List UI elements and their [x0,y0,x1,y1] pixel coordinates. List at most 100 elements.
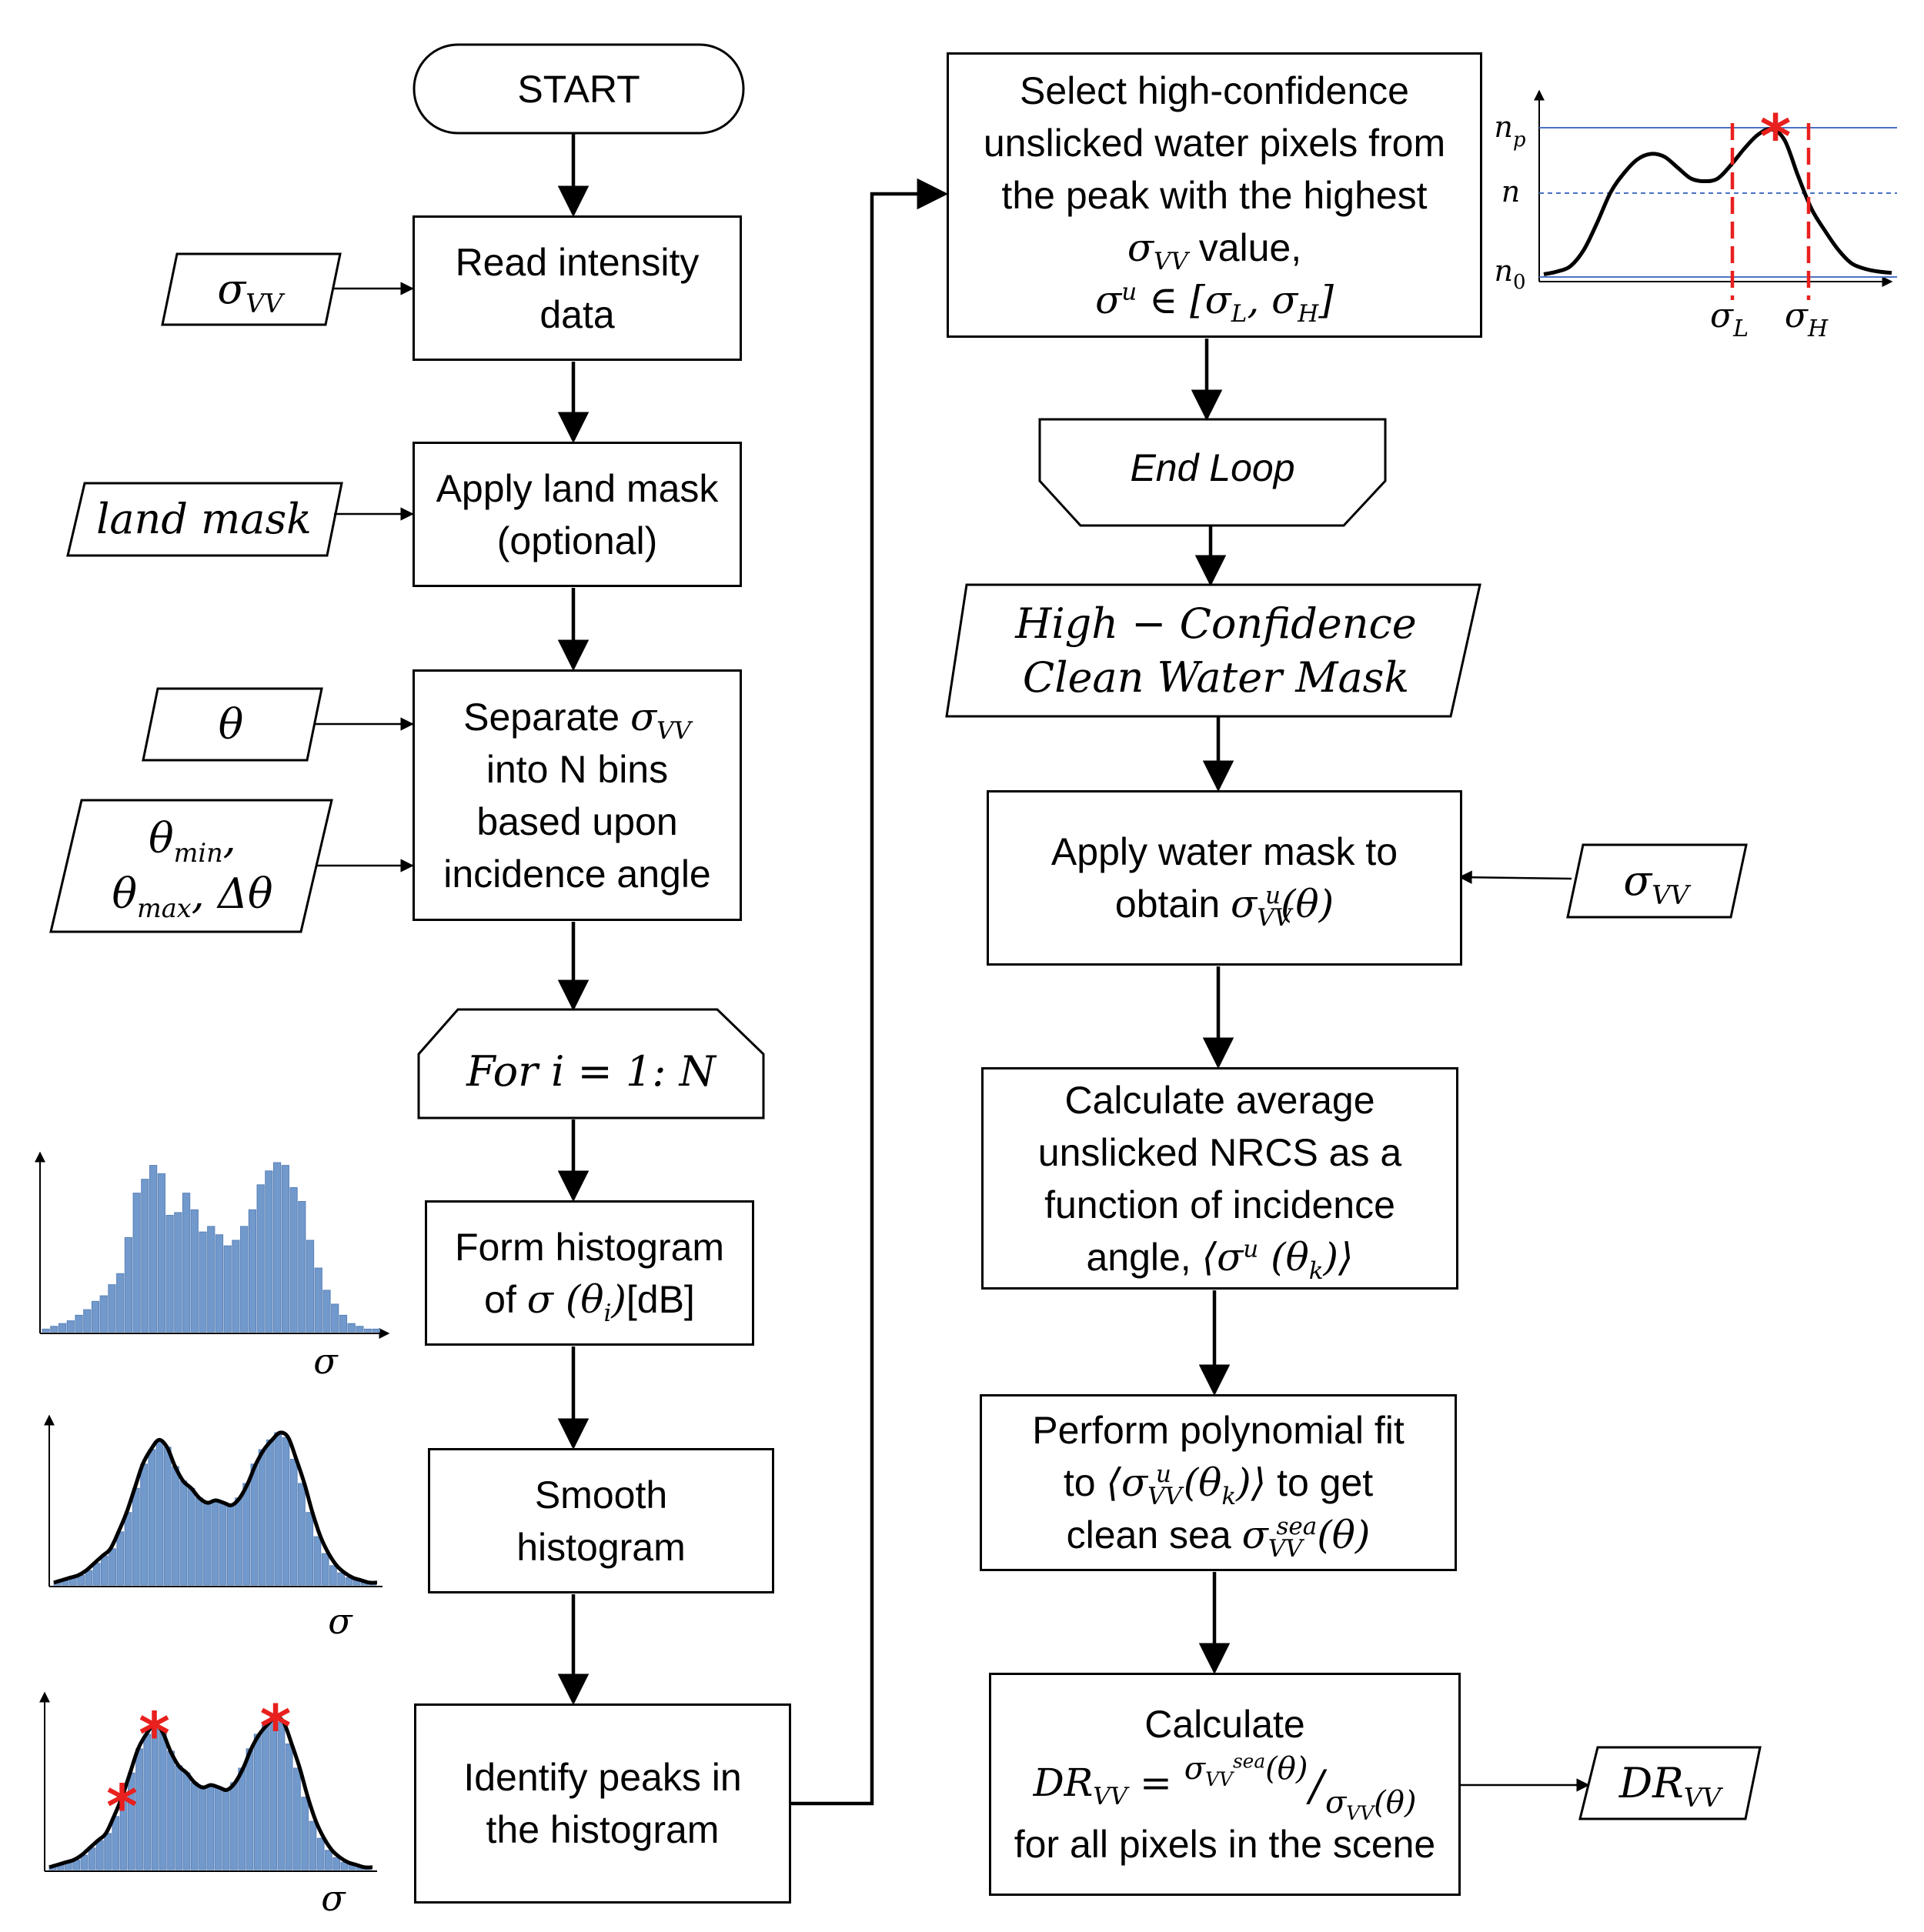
hist2-bar [148,1449,156,1586]
separate-line-1: Separate σVV [463,694,691,745]
hist1-bar [50,1326,58,1333]
hist1-bar [347,1323,356,1333]
hist1-bar [83,1309,92,1333]
separate-line-4: incidence angle [443,852,711,896]
thr-ytick-np: np [1494,110,1525,152]
hist2-bar [329,1565,337,1586]
calculate-average-box: Calculate average unslicked NRCS as a fu… [981,1067,1458,1290]
hist3-peak-marker: * [260,1693,292,1763]
hist2-bar [226,1504,235,1586]
hc-mask-line-1: High − Confidence [1015,599,1417,648]
hist2-bar [274,1432,282,1586]
hist2-bar [242,1483,251,1586]
form-hist-line-1: Form histogram [454,1225,725,1269]
hist1-bar [75,1314,83,1333]
theta-range-input-shape [49,799,333,933]
hist1-bar [141,1179,149,1333]
hist1-bar [42,1328,50,1333]
hist3-bar [301,1797,309,1870]
hist2-bar [306,1512,314,1586]
hist1-bar [331,1303,339,1333]
hist1-bar [149,1165,158,1333]
hist3-bar [309,1820,317,1870]
hist2-bar [219,1502,227,1586]
hist3-bar [293,1767,301,1870]
hist1-bar [165,1215,174,1333]
thr-ytick-n: n [1501,175,1520,209]
hist1-bar [132,1193,141,1333]
land-mask-input-shape [66,482,343,557]
identify-peaks-box: Identify peaks in the histogram [414,1703,791,1904]
end-loop-label: End Loop [1130,445,1295,489]
hist1-bar [272,1162,282,1333]
hist2-bar [124,1512,132,1586]
calc-dr-line-2: for all pixels in the scene [1014,1823,1436,1866]
hist2-bar [140,1463,148,1586]
hist1-bar [232,1240,240,1333]
poly-line-2: to ⟨σVVu (θk)⟩ to get [1063,1460,1374,1510]
threshold-chart: * np n n0 σL σH [1494,89,1897,342]
hist1-bar [58,1323,67,1333]
hist2-bar [179,1480,188,1586]
select-line-5: σu ∈ [σL, σH] [1095,277,1334,328]
histogram-chart: σ [35,1151,390,1382]
smooth-line-2: histogram [516,1525,686,1569]
hist1-bar [256,1184,265,1333]
hist1-bar [108,1284,116,1333]
smooth-line-1: Smooth [534,1473,668,1517]
hist2-bar [266,1439,274,1586]
hist2-smooth-curve [53,1430,378,1585]
hist3-smooth-curve [48,1715,373,1870]
hist3-bar [246,1748,254,1870]
hc-mask-line-2: Clean Water Mask [1022,652,1410,702]
hist1-bar [322,1290,331,1333]
peaks-histogram-chart: ** * σ [39,1691,377,1919]
hist1-bar [306,1240,315,1333]
hist2-x-label: σ [328,1600,353,1642]
select-line-2: unslicked water pixels from [983,121,1446,165]
hist1-bar [157,1173,165,1333]
hist2-bar [282,1436,290,1586]
hist3-bar [95,1840,104,1870]
hist2-bar [313,1536,322,1586]
end-loop-shape [1038,418,1387,527]
hist2-bar [163,1446,172,1586]
poly-line-3: clean sea σVVsea(θ) [1066,1513,1371,1563]
thr-xtick-sigma-l: σL [1710,296,1749,342]
theta-input-shape [142,687,323,762]
thr-peak-star: * [1760,103,1792,172]
hist3-bar [285,1743,293,1870]
hist3-peak-marker: * [106,1774,138,1843]
hist2-bar [235,1497,242,1586]
hist3-bar [230,1782,238,1870]
for-loop-label: For i = 1: N [466,1046,716,1096]
theta-input: θ [218,699,244,749]
hist1-bar [124,1236,133,1333]
arrow-sigmaright-apply [1458,870,1572,884]
apply-water-line-2: obtain σVVu(θ) [1114,882,1334,932]
select-line-4: σVV value, [1127,225,1302,275]
smooth-histogram-box: Smooth histogram [428,1448,774,1593]
hist1-bar [182,1193,191,1333]
dr-output-shape [1578,1746,1762,1820]
hist1-bar [174,1212,182,1333]
hist1-bar [91,1300,100,1333]
hist3-bar [316,1837,325,1870]
polynomial-fit-box: Perform polynomial fit to ⟨σVVu (θk)⟩ to… [980,1394,1457,1571]
apply-water-mask-box: Apply water mask to obtain σVVu(θ) [987,790,1462,966]
theta-range-input: θmin, θmax, Δθ [112,813,273,923]
hist3-bar [206,1784,215,1870]
select-line-1: Select high-confidence [1020,68,1409,112]
separate-line-2: into N bins [486,747,669,791]
separate-bins-box: Separate σVV into N bins based upon inci… [413,669,742,921]
poly-line-1: Perform polynomial fit [1032,1409,1405,1452]
hist1-bar [240,1226,249,1333]
hist3-bar [190,1782,199,1870]
hist3-bar [325,1850,332,1870]
calc-dr-formula: DRVV = σVVsea(θ) / σVV(θ) [1033,1750,1417,1824]
hist1-bar [372,1328,380,1333]
calc-avg-line-3: function of incidence [1044,1183,1395,1226]
hc-mask-shape [945,583,1481,718]
calculate-dr-box: Calculate DRVV = σVVsea(θ) / σVV(θ) for al… [989,1673,1461,1896]
